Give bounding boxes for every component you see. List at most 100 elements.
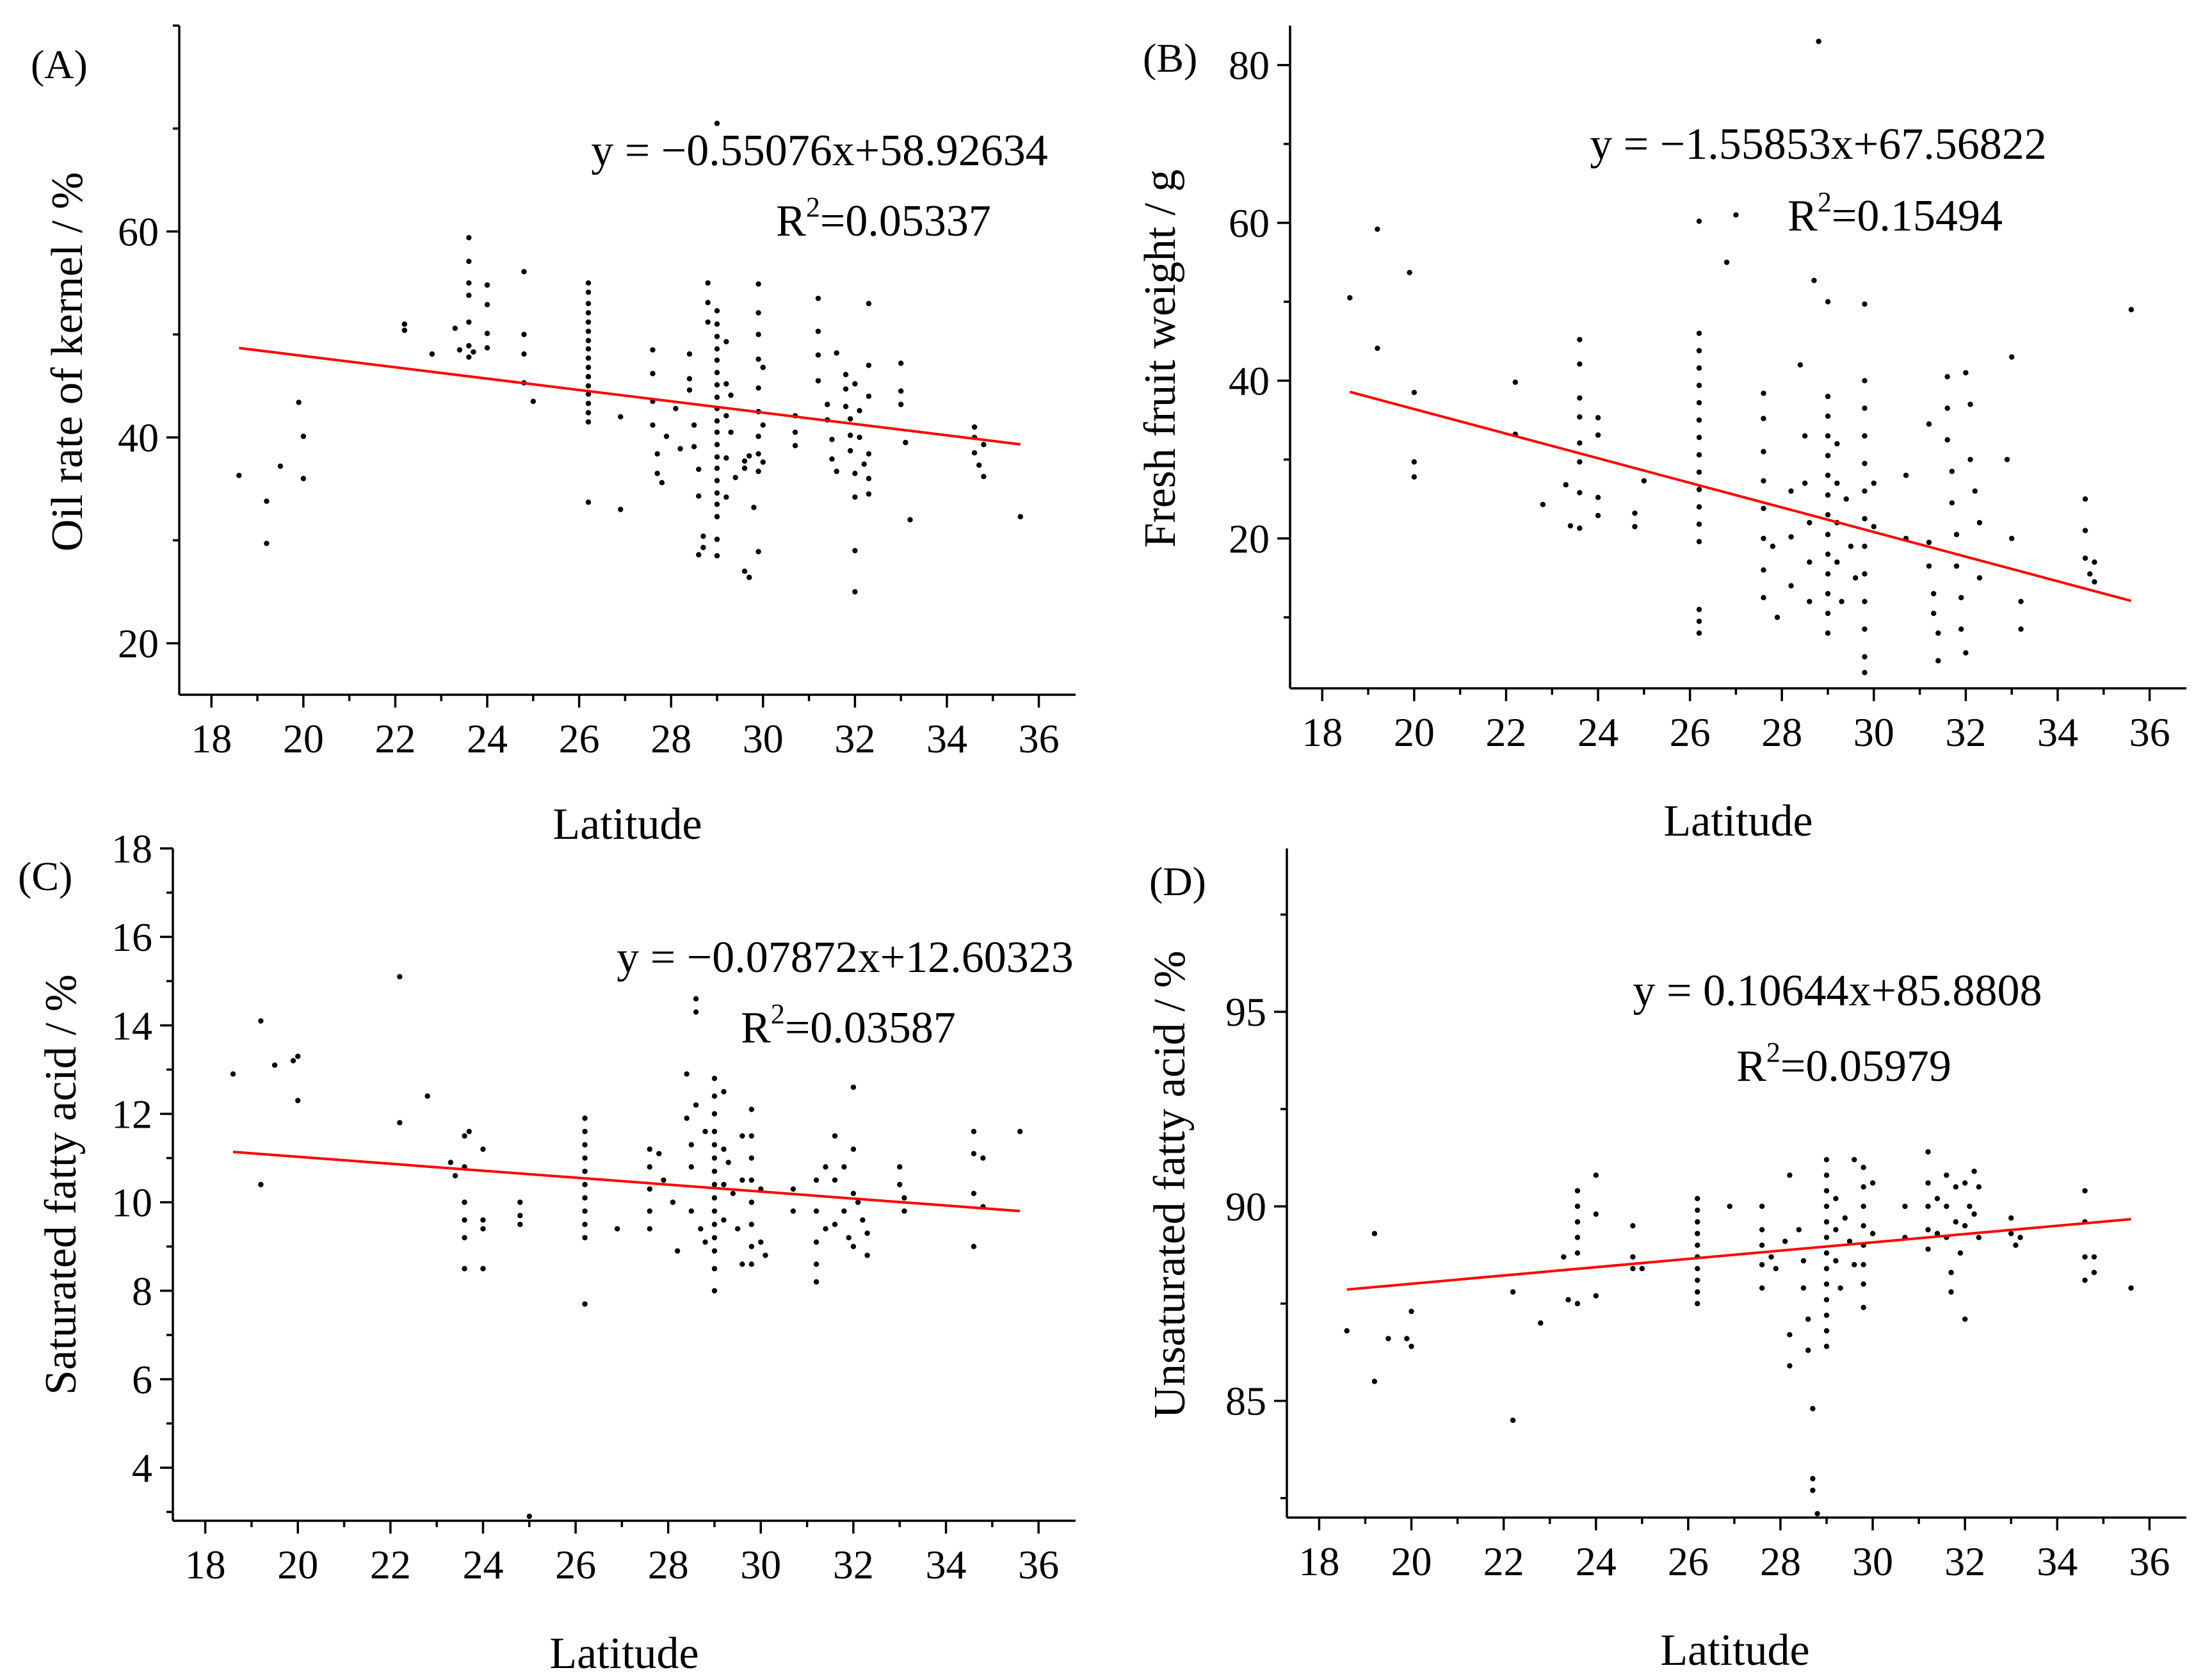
data-point xyxy=(448,1160,454,1165)
data-point xyxy=(1976,520,1983,526)
data-point xyxy=(684,1071,690,1077)
data-point xyxy=(864,1230,870,1236)
data-point xyxy=(848,416,853,422)
data-point xyxy=(1948,1270,1954,1276)
data-point xyxy=(763,1252,768,1258)
data-point xyxy=(1958,595,1964,601)
data-point xyxy=(1563,482,1569,488)
data-point xyxy=(1862,571,1868,577)
data-point xyxy=(1802,480,1808,486)
data-point xyxy=(1958,626,1964,632)
data-point xyxy=(1926,563,1932,569)
data-point xyxy=(711,1266,718,1272)
data-point xyxy=(1788,583,1794,589)
data-point xyxy=(1862,405,1868,411)
y-tick-label: 14 xyxy=(111,1003,152,1048)
data-point xyxy=(1823,1281,1830,1287)
data-point xyxy=(790,1208,796,1214)
data-point xyxy=(1976,1184,1982,1190)
data-point xyxy=(1770,544,1776,549)
data-point xyxy=(2082,528,2088,533)
panel-d: 18 20 22 24 26 28 30 32 34 36 85 90 95 (D) y = 0.10644… xyxy=(1145,848,2186,1675)
data-point xyxy=(1540,501,1546,508)
data-point xyxy=(1949,500,1955,506)
data-point xyxy=(1577,440,1583,446)
data-point xyxy=(1409,1343,1414,1349)
data-point xyxy=(1639,1265,1645,1272)
data-point xyxy=(1861,1281,1866,1287)
data-point xyxy=(1768,1254,1774,1260)
x-tick-label: 22 xyxy=(375,716,416,761)
data-point xyxy=(852,547,858,554)
data-point xyxy=(901,1208,907,1214)
data-point xyxy=(723,455,729,461)
x-tick-label: 24 xyxy=(1576,1539,1617,1584)
data-point xyxy=(1825,531,1831,537)
data-point xyxy=(1925,1246,1931,1252)
data-point xyxy=(714,466,720,471)
data-point xyxy=(1371,1231,1378,1236)
data-point xyxy=(760,422,766,428)
data-point xyxy=(296,400,302,405)
data-point xyxy=(813,1279,819,1285)
data-point xyxy=(1574,1188,1581,1194)
data-point xyxy=(1759,1203,1765,1210)
data-point xyxy=(462,1235,467,1241)
data-point xyxy=(1930,590,1937,597)
data-point xyxy=(1574,1250,1581,1256)
data-point xyxy=(748,1244,755,1249)
data-point xyxy=(2092,579,2097,585)
data-point xyxy=(971,450,978,456)
data-point xyxy=(1538,1320,1544,1326)
data-point xyxy=(1962,1180,1968,1186)
data-point xyxy=(711,1221,718,1227)
data-point xyxy=(1825,492,1831,498)
data-point xyxy=(792,429,798,435)
data-point xyxy=(1814,1511,1820,1517)
data-point xyxy=(1407,270,1412,275)
data-point xyxy=(585,319,592,325)
data-point xyxy=(714,454,720,460)
data-point xyxy=(650,371,656,377)
data-point xyxy=(1761,567,1766,573)
data-point xyxy=(264,540,270,546)
data-point xyxy=(677,446,683,451)
data-point xyxy=(823,1226,828,1232)
data-point xyxy=(1862,378,1868,384)
x-tick-label: 18 xyxy=(185,1542,226,1587)
data-point xyxy=(711,1208,718,1214)
data-point xyxy=(823,1164,828,1170)
data-point xyxy=(290,1058,296,1064)
data-point xyxy=(1971,1211,1977,1217)
x-tick-label: 30 xyxy=(740,1542,781,1587)
data-point xyxy=(691,444,697,450)
data-point xyxy=(1902,1203,1908,1210)
data-point xyxy=(1577,525,1583,531)
r-squared: R2=0.03587 xyxy=(741,998,956,1053)
data-point xyxy=(466,234,472,241)
data-point xyxy=(834,350,839,356)
data-point xyxy=(1953,531,1960,537)
x-tick-label: 36 xyxy=(1019,716,1060,761)
data-point xyxy=(1823,1328,1830,1334)
data-point xyxy=(755,356,761,362)
data-point xyxy=(1574,1300,1581,1307)
data-point xyxy=(618,506,624,512)
y-tick-label: 6 xyxy=(132,1357,152,1402)
x-tick-label: 24 xyxy=(467,716,508,761)
y-tick-label: 20 xyxy=(1229,516,1270,562)
data-point xyxy=(1796,1227,1802,1233)
data-point xyxy=(1695,1265,1700,1272)
data-point xyxy=(843,371,849,378)
data-point xyxy=(747,453,752,459)
data-point xyxy=(2082,496,2088,502)
data-point xyxy=(582,1115,588,1121)
data-point xyxy=(429,351,435,357)
data-point xyxy=(755,549,761,555)
data-point xyxy=(1787,1363,1793,1369)
data-point xyxy=(700,533,706,539)
data-point xyxy=(1574,1235,1581,1240)
data-point xyxy=(1810,1487,1816,1493)
regression-equation: y = −0.07872x+12.60323 xyxy=(617,933,1073,982)
r-squared-value: =0.03587 xyxy=(785,1003,956,1053)
